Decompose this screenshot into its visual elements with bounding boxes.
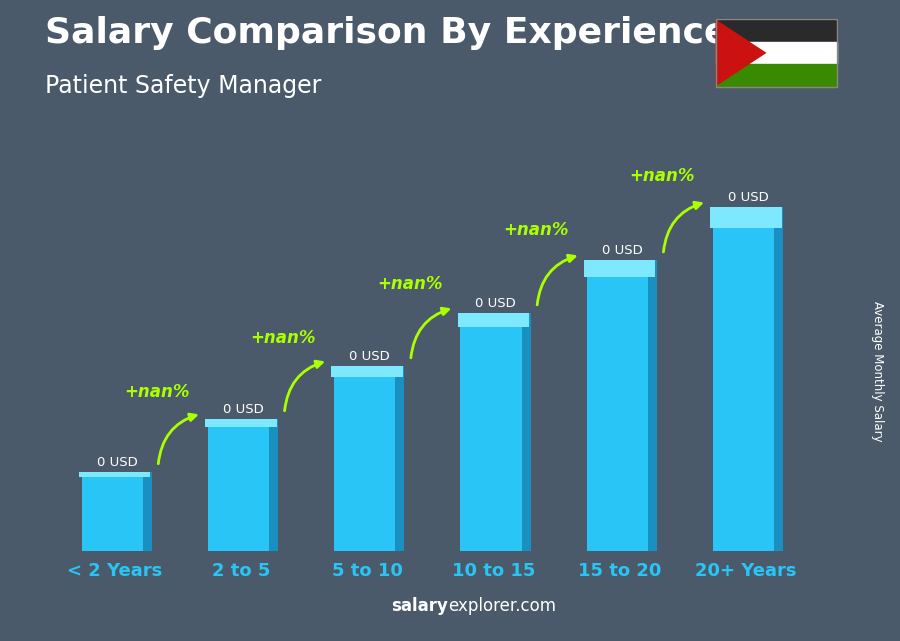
- Bar: [143, 472, 152, 551]
- Text: 0 USD: 0 USD: [223, 403, 264, 416]
- Text: +nan%: +nan%: [503, 221, 569, 239]
- Text: +nan%: +nan%: [629, 167, 695, 185]
- Bar: [331, 366, 403, 377]
- Bar: [584, 260, 655, 278]
- Bar: [710, 207, 782, 228]
- Text: 0 USD: 0 USD: [475, 297, 517, 310]
- Bar: [648, 260, 657, 551]
- Bar: [713, 207, 778, 551]
- Text: 0 USD: 0 USD: [728, 192, 769, 204]
- Text: +nan%: +nan%: [250, 329, 316, 347]
- Text: Average Monthly Salary: Average Monthly Salary: [871, 301, 884, 442]
- Bar: [208, 419, 274, 551]
- Bar: [334, 366, 400, 551]
- Text: salary: salary: [392, 597, 448, 615]
- Text: Patient Safety Manager: Patient Safety Manager: [45, 74, 321, 97]
- Bar: [82, 472, 148, 551]
- Text: 0 USD: 0 USD: [349, 350, 390, 363]
- Bar: [269, 419, 278, 551]
- Bar: [457, 313, 529, 328]
- Text: explorer.com: explorer.com: [448, 597, 556, 615]
- Text: Salary Comparison By Experience: Salary Comparison By Experience: [45, 16, 728, 50]
- Bar: [461, 313, 526, 551]
- Bar: [395, 366, 404, 551]
- Text: 0 USD: 0 USD: [602, 244, 643, 257]
- Bar: [587, 260, 652, 551]
- Bar: [78, 472, 150, 477]
- Text: +nan%: +nan%: [377, 276, 443, 294]
- Bar: [205, 419, 276, 427]
- Text: +nan%: +nan%: [124, 383, 190, 401]
- Bar: [522, 313, 531, 551]
- Text: 0 USD: 0 USD: [96, 456, 138, 469]
- Bar: [774, 207, 783, 551]
